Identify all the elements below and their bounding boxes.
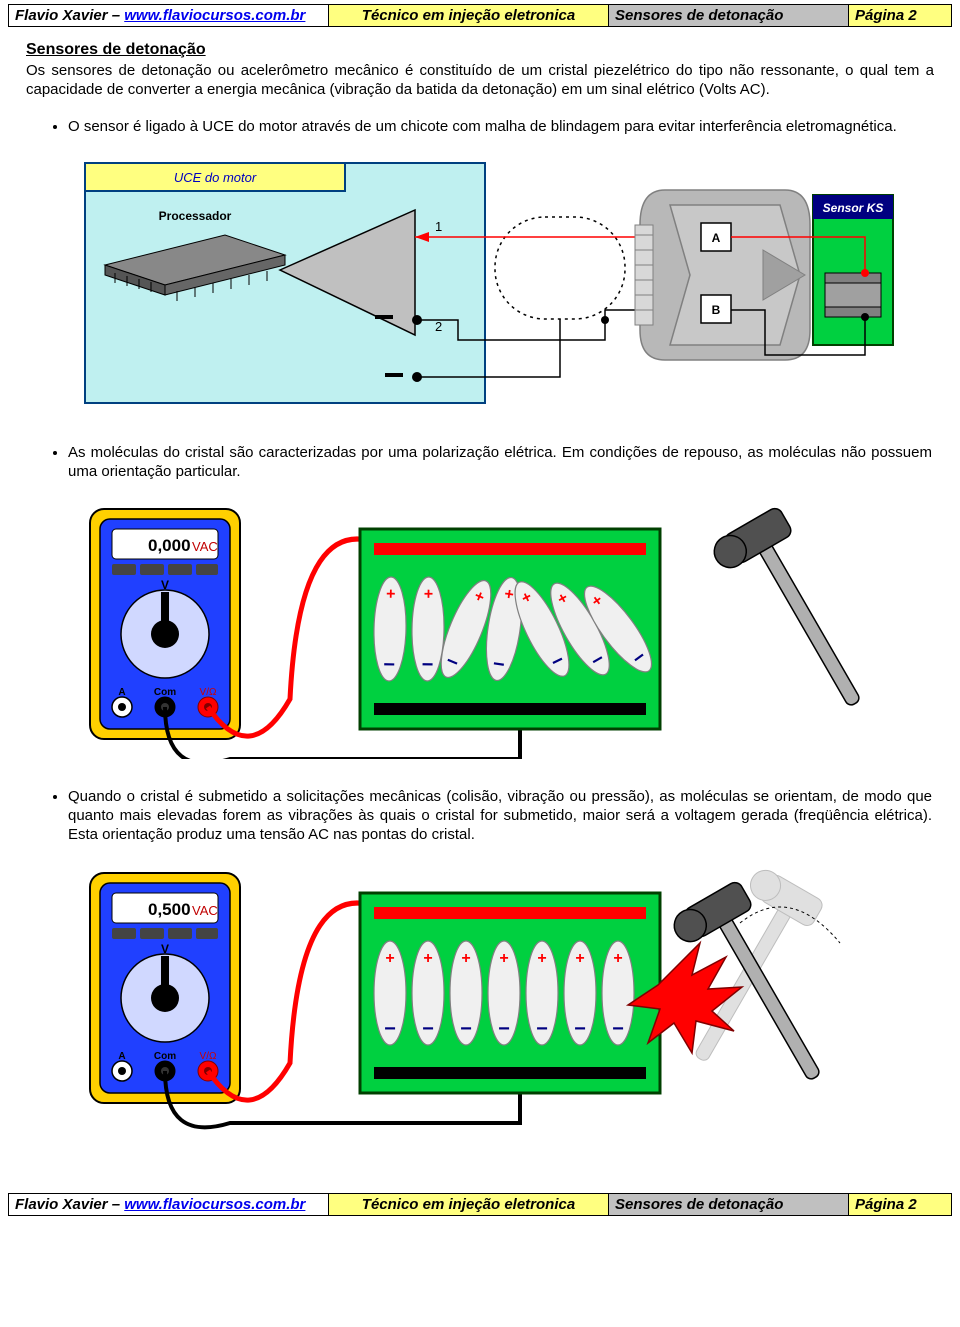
sensor-cell-b: Sensores de detonação	[609, 1194, 849, 1215]
svg-text:−: −	[574, 1018, 586, 1040]
svg-text:−: −	[536, 1018, 548, 1040]
bullet-2: As moléculas do cristal são caracterizad…	[68, 443, 934, 481]
bullet-1: O sensor é ligado à UCE do motor através…	[68, 117, 934, 136]
pinB-label: B	[712, 303, 721, 317]
section-title: Sensores de detonação	[26, 41, 934, 59]
author-cell-b: Flavio Xavier – www.flaviocursos.com.br	[9, 1194, 329, 1215]
crystal-box: + − + − + − + − + − + − + −	[360, 529, 662, 729]
svg-text:+: +	[461, 950, 470, 967]
svg-text:−: −	[384, 1018, 396, 1040]
svg-text:+: +	[499, 950, 508, 967]
multimeter: 0,000 VAC V A Com V/Ω	[90, 509, 240, 739]
figure-1: UCE do motor Processador	[26, 155, 934, 415]
bolt-connector	[635, 190, 810, 360]
author-link-b[interactable]: www.flaviocursos.com.br	[124, 1196, 305, 1213]
svg-text:+: +	[423, 950, 432, 967]
author-name: Flavio Xavier –	[15, 7, 124, 24]
sensor-ks-label: Sensor KS	[823, 201, 884, 215]
svg-text:A: A	[118, 1051, 125, 1062]
figure-2: 0,000 VAC V A Com V/Ω + − + −	[26, 499, 934, 759]
svg-text:−: −	[498, 1018, 510, 1040]
svg-text:V: V	[161, 942, 169, 956]
svg-text:V/Ω: V/Ω	[200, 1051, 217, 1062]
svg-text:−: −	[383, 654, 395, 676]
svg-text:VAC: VAC	[192, 539, 218, 554]
svg-text:−: −	[422, 1018, 434, 1040]
author-cell: Flavio Xavier – www.flaviocursos.com.br	[9, 5, 329, 26]
svg-text:0,000: 0,000	[148, 536, 191, 555]
svg-text:−: −	[422, 654, 434, 676]
intro-para: Os sensores de detonação ou acelerômetro…	[26, 61, 934, 99]
author-link[interactable]: www.flaviocursos.com.br	[124, 7, 305, 24]
svg-text:V: V	[161, 578, 169, 592]
svg-text:Com: Com	[154, 1051, 176, 1062]
bullet-3: Quando o cristal é submetido a solicitaç…	[68, 787, 934, 845]
svg-text:0,500: 0,500	[148, 900, 191, 919]
page-cell-bot: Página 2	[849, 1194, 951, 1215]
hammer-icon	[708, 506, 882, 728]
svg-text:+: +	[424, 586, 434, 603]
sensor-cell: Sensores de detonação	[609, 5, 849, 26]
svg-text:−: −	[612, 1018, 624, 1040]
svg-text:+: +	[537, 950, 546, 967]
minus-icon	[375, 315, 393, 319]
svg-text:VAC: VAC	[192, 903, 218, 918]
pin1-label: 1	[435, 219, 442, 234]
job-cell-b: Técnico em injeção eletronica	[329, 1194, 609, 1215]
svg-text:A: A	[118, 687, 125, 698]
svg-text:+: +	[385, 950, 394, 967]
pinA-label: A	[712, 231, 721, 245]
svg-text:Com: Com	[154, 687, 176, 698]
author-name-b: Flavio Xavier –	[15, 1196, 124, 1213]
svg-text:+: +	[386, 586, 396, 603]
crystal-box: + − + − + − + − + − + − + −	[360, 893, 660, 1093]
svg-text:+: +	[575, 950, 584, 967]
minus-icon-2	[385, 373, 403, 377]
header-bar-top: Flavio Xavier – www.flaviocursos.com.br …	[8, 4, 952, 27]
proc-label: Processador	[159, 209, 232, 223]
svg-text:V/Ω: V/Ω	[200, 687, 217, 698]
shielded-cable	[495, 217, 625, 319]
multimeter: 0,500 VAC V A Com V/Ω	[90, 873, 240, 1103]
uce-title: UCE do motor	[174, 170, 257, 185]
figure-3: 0,500 VAC V A Com V/Ω + − + −	[26, 863, 934, 1133]
svg-text:−: −	[460, 1018, 472, 1040]
page-cell-top: Página 2	[849, 5, 951, 26]
pin2-label: 2	[435, 319, 442, 334]
page-content: Sensores de detonação Os sensores de det…	[8, 27, 952, 1169]
header-bar-bottom: Flavio Xavier – www.flaviocursos.com.br …	[8, 1193, 952, 1216]
svg-text:+: +	[613, 950, 622, 967]
job-cell: Técnico em injeção eletronica	[329, 5, 609, 26]
